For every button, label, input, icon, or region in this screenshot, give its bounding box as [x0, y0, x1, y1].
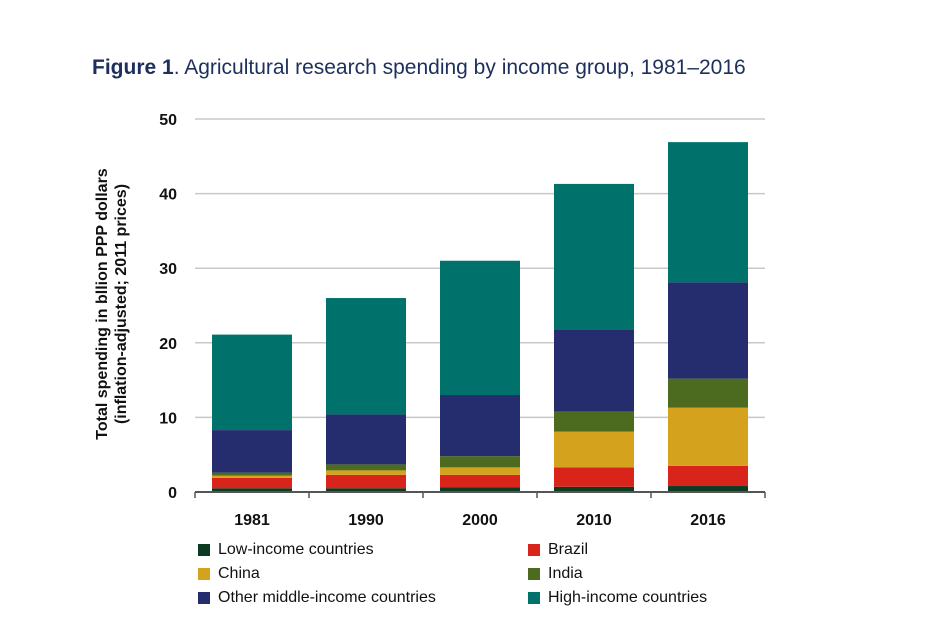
bar-segment	[440, 456, 520, 468]
legend-swatch	[198, 544, 210, 556]
bars	[212, 142, 748, 492]
bar-segment	[326, 298, 406, 415]
legend-label: India	[548, 565, 583, 582]
x-tick-label: 1981	[234, 512, 270, 529]
bar-segment	[440, 487, 520, 492]
x-tick-labels: 1981 1990 2000 2010 2016	[234, 512, 726, 529]
legend-swatch	[528, 544, 540, 556]
y-tick-label: 50	[159, 112, 177, 129]
bar-segment	[668, 486, 748, 492]
figure-number: Figure 1	[92, 56, 174, 79]
legend-swatch	[528, 568, 540, 580]
figure-caption: . Agricultural research spending by inco…	[173, 56, 746, 79]
bar-segment	[668, 142, 748, 283]
legend-swatch	[198, 568, 210, 580]
legend-label: China	[218, 565, 260, 582]
bar-segment	[326, 464, 406, 471]
legend-item: Other middle-income countries	[198, 588, 528, 608]
bar-segment	[668, 407, 748, 466]
bar-segment	[212, 477, 292, 489]
bar-segment	[554, 467, 634, 487]
bar-segment	[212, 472, 292, 476]
y-axis-label-line1: Total spending in bllion PPP dollars	[94, 168, 111, 440]
chart-title: Figure 1. Agricultural research spending…	[92, 56, 746, 80]
legend-item: Low-income countries	[198, 540, 528, 560]
bar-segment	[668, 378, 748, 408]
bar-segment	[668, 465, 748, 487]
bar-segment	[554, 486, 634, 492]
legend: Low-income countries Brazil China India Othe…	[198, 540, 798, 608]
legend-label: Low-income countries	[218, 541, 374, 558]
legend-swatch	[528, 592, 540, 604]
legend-label: Other middle-income countries	[218, 589, 436, 606]
bar-segment	[554, 431, 634, 468]
bar-segment	[668, 282, 748, 379]
y-tick-label: 0	[168, 485, 177, 502]
bar-segment	[212, 488, 292, 492]
y-axis-label-line2: (inflation-adjusted; 2011 prices)	[113, 184, 130, 424]
x-axis	[194, 491, 766, 498]
legend-item: High-income countries	[528, 588, 798, 608]
bar-segment	[326, 488, 406, 492]
x-tick-label: 2010	[576, 512, 612, 529]
bar-segment	[440, 467, 520, 475]
legend-item: India	[528, 564, 798, 584]
bar-segment	[326, 474, 406, 489]
legend-label: Brazil	[548, 541, 589, 558]
legend-swatch	[198, 592, 210, 604]
bar-segment	[212, 475, 292, 478]
legend-item: Brazil	[528, 540, 798, 560]
x-tick-label: 1990	[348, 512, 384, 529]
bar-segment	[554, 329, 634, 412]
x-tick-label: 2000	[462, 512, 498, 529]
legend-item: China	[198, 564, 528, 584]
bar-segment	[440, 260, 520, 396]
legend-label: High-income countries	[548, 589, 708, 606]
y-tick-label: 30	[159, 261, 177, 278]
y-tick-label: 40	[159, 187, 177, 204]
y-tick-label: 20	[159, 336, 177, 353]
bar-segment	[440, 474, 520, 488]
x-tick-label: 2016	[690, 512, 726, 529]
bar-segment	[326, 414, 406, 465]
y-tick-label: 10	[159, 410, 177, 427]
bar-segment	[212, 334, 292, 431]
bar-segment	[554, 183, 634, 330]
bar-segment	[554, 411, 634, 432]
bar-segment	[326, 470, 406, 475]
bar-segment	[212, 430, 292, 473]
bar-segment	[440, 395, 520, 457]
y-tick-labels: 0 10 20 30 40 50	[159, 112, 177, 502]
